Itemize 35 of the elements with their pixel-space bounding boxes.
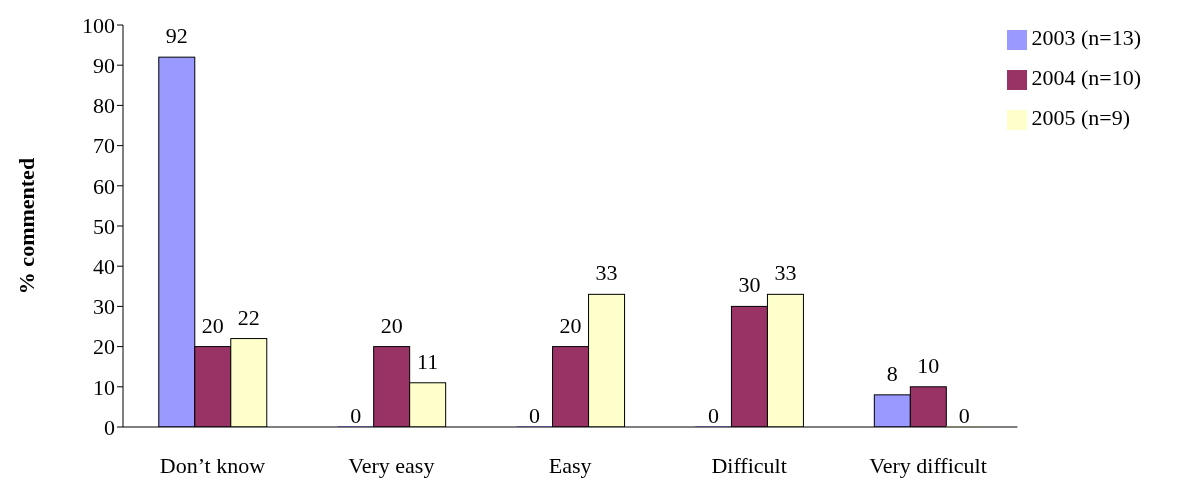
- data-label: 33: [774, 260, 797, 286]
- data-label: 20: [559, 312, 582, 338]
- data-label: 0: [958, 403, 970, 428]
- data-label: 8: [886, 360, 898, 386]
- data-label: 10: [917, 352, 940, 378]
- data-label: 0: [529, 403, 541, 428]
- legend-label: 2003 (n=13): [1031, 25, 1141, 50]
- data-label: 92: [165, 23, 188, 49]
- data-label: 22: [237, 304, 260, 330]
- x-tick-label: Don’t know: [159, 452, 266, 478]
- y-tick-label: 30: [93, 294, 115, 320]
- y-tick-label: 100: [82, 12, 115, 38]
- y-tick-label: 60: [93, 173, 115, 199]
- data-label: 20: [380, 312, 403, 338]
- data-label: 30: [738, 272, 761, 298]
- data-label: 20: [201, 312, 224, 338]
- data-label: 0: [707, 403, 719, 428]
- data-label: 33: [595, 260, 618, 286]
- data-label: 0: [350, 403, 362, 428]
- y-tick-label: 40: [93, 254, 115, 280]
- y-tick-label: 90: [93, 53, 115, 79]
- x-tick-label: Very difficult: [869, 452, 987, 478]
- legend-label: 2004 (n=10): [1031, 65, 1141, 90]
- y-tick-label: 0: [104, 414, 115, 440]
- x-tick-label: Very easy: [348, 452, 435, 478]
- y-tick-label: 80: [93, 93, 115, 119]
- y-tick-label: 50: [93, 213, 115, 239]
- y-tick-label: 20: [93, 334, 115, 360]
- legend-label: 2005 (n=9): [1031, 105, 1130, 130]
- data-label: 11: [417, 348, 439, 374]
- y-tick-label: 70: [93, 133, 115, 159]
- x-tick-label: Easy: [548, 452, 592, 478]
- x-tick-label: Difficult: [711, 452, 787, 478]
- y-axis-title: % commented: [13, 157, 39, 295]
- y-tick-label: 10: [93, 374, 115, 400]
